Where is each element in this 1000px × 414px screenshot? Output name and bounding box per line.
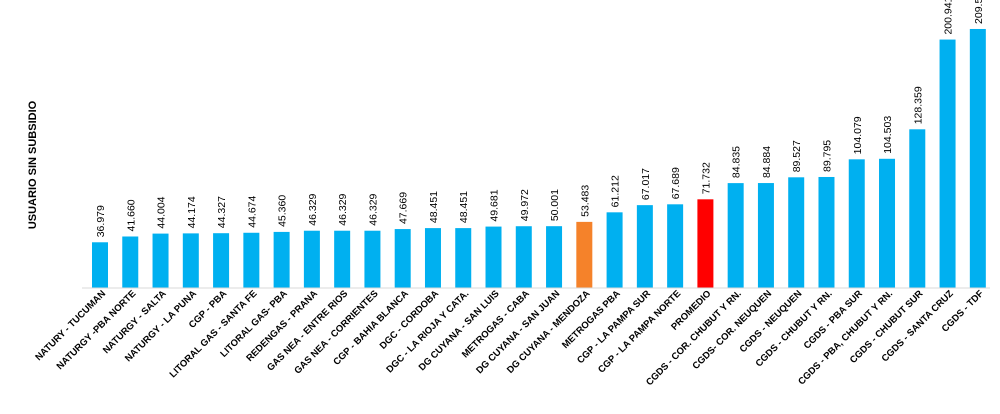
bar-29 — [969, 28, 986, 288]
bar-23 — [788, 177, 805, 288]
value-label-26: 104.503 — [882, 116, 894, 154]
value-label-3: 44.174 — [186, 196, 198, 228]
bar-6 — [273, 231, 290, 288]
value-label-15: 50.001 — [549, 189, 561, 221]
bar-16 — [576, 221, 593, 288]
bar-9 — [364, 230, 381, 288]
bars-group — [92, 28, 986, 289]
bar-20 — [697, 199, 714, 288]
bar-11 — [424, 228, 441, 288]
value-label-11: 48.451 — [428, 191, 440, 223]
bar-27 — [909, 129, 926, 288]
bar-28 — [939, 39, 956, 289]
bar-0 — [92, 242, 108, 288]
bar-22 — [757, 183, 774, 288]
value-label-17: 61.212 — [610, 175, 622, 207]
value-label-2: 44.004 — [156, 196, 168, 228]
value-label-12: 48.451 — [458, 191, 470, 223]
value-label-20: 71.732 — [700, 162, 712, 194]
bar-26 — [879, 158, 896, 288]
value-label-8: 46.329 — [337, 193, 349, 225]
bar-3 — [182, 233, 199, 288]
value-label-13: 49.681 — [489, 189, 501, 221]
value-label-9: 46.329 — [367, 193, 379, 225]
value-label-10: 47.669 — [398, 192, 410, 224]
value-label-0: 36.979 — [95, 205, 107, 237]
bar-2 — [152, 233, 169, 288]
value-label-7: 46.329 — [307, 193, 319, 225]
bar-17 — [606, 212, 623, 288]
value-label-27: 128.359 — [912, 86, 924, 124]
value-label-1: 41.660 — [125, 199, 137, 231]
value-labels-group: 36.979 41.660 44.004 44.174 44.327 44.674 45.3… — [95, 0, 985, 237]
value-label-5: 44.674 — [246, 195, 258, 227]
bar-15 — [546, 226, 563, 288]
value-label-14: 49.972 — [519, 189, 531, 221]
value-label-6: 45.360 — [277, 195, 289, 227]
bar-7 — [303, 230, 320, 288]
bar-12 — [455, 228, 472, 288]
bar-5 — [243, 232, 260, 288]
value-label-25: 104.079 — [852, 116, 864, 154]
bar-1 — [122, 236, 139, 288]
bar-25 — [848, 159, 865, 288]
value-label-4: 44.327 — [216, 196, 228, 228]
value-label-28: 200.941 — [943, 0, 955, 35]
bar-13 — [485, 226, 502, 288]
bar-21 — [727, 183, 744, 288]
bar-18 — [636, 205, 653, 288]
bar-4 — [213, 233, 230, 288]
bar-8 — [334, 230, 351, 288]
y-axis-label: USUARIO SIN SUBSIDIO — [27, 100, 39, 229]
value-label-23: 89.527 — [791, 140, 803, 172]
value-label-24: 89.795 — [821, 140, 833, 172]
value-label-18: 67.017 — [640, 168, 652, 200]
bar-14 — [515, 226, 532, 288]
value-label-29: 209.502 — [973, 0, 985, 24]
bar-24 — [818, 176, 835, 288]
value-label-19: 67.689 — [670, 167, 682, 199]
bar-10 — [394, 229, 411, 288]
value-label-21: 84.835 — [731, 146, 743, 178]
bar-19 — [667, 204, 684, 288]
value-label-16: 53.483 — [579, 185, 591, 217]
value-label-22: 84.884 — [761, 146, 773, 178]
